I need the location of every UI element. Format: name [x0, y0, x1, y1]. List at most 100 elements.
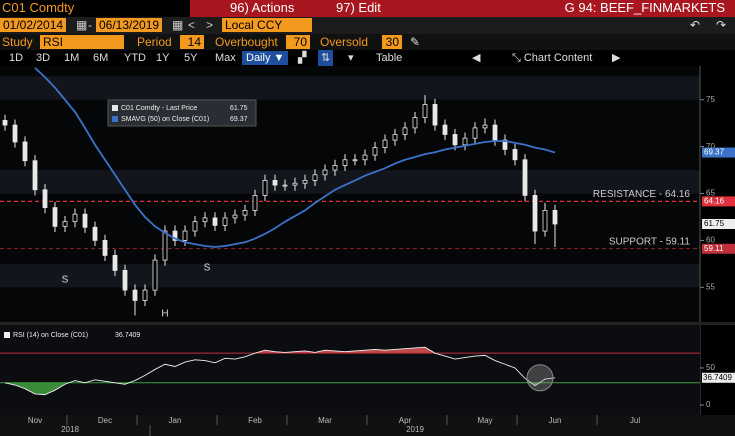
study[interactable]: RSI — [40, 35, 124, 49]
candle-body — [192, 221, 198, 232]
legend-swatch — [4, 332, 10, 338]
period-button[interactable]: 1Y — [156, 52, 170, 64]
period-button[interactable]: YTD — [124, 52, 146, 64]
period-button[interactable]: 1D — [9, 52, 24, 64]
frequency-label: Daily — [246, 52, 271, 64]
collapse[interactable]: ◀ — [472, 52, 481, 64]
candle-body — [372, 147, 378, 156]
candle-body — [252, 195, 258, 211]
undo[interactable]: ↶ — [690, 18, 701, 32]
x-tick-label: May — [477, 416, 492, 425]
candle-body — [2, 119, 8, 126]
x-tick-label: Jun — [549, 416, 562, 425]
period-button[interactable]: 6M — [93, 52, 109, 64]
candle-body — [332, 164, 338, 171]
dropdown[interactable]: ▾ — [348, 52, 354, 64]
y-tick-label: 60 — [706, 236, 715, 245]
start-date[interactable]: 01/02/2014 — [0, 18, 67, 32]
level-label: RESISTANCE - 64.16 — [593, 189, 691, 200]
candle-body — [362, 154, 368, 161]
frequency[interactable]: Daily ▼ — [242, 51, 289, 65]
period-label: Period — [137, 35, 172, 49]
candle-body — [322, 169, 328, 176]
candle-body — [122, 270, 128, 291]
calendar-icon[interactable]: ▦ — [172, 18, 184, 32]
candle-body — [72, 213, 78, 223]
candle-body — [222, 217, 228, 226]
candle-body — [462, 137, 468, 146]
candle-body — [112, 255, 118, 271]
oversold-label: Oversold — [320, 35, 369, 49]
prev-button[interactable]: < — [188, 18, 196, 32]
page-id: G 94: BEEF_FINMARKETS — [564, 0, 725, 15]
edit-menu[interactable]: 97) Edit — [336, 0, 381, 15]
bar-icon[interactable]: ⇅ — [318, 50, 334, 66]
candle-body — [22, 141, 28, 162]
axis-box — [702, 219, 735, 230]
chart-icon[interactable]: ▞ — [298, 52, 307, 64]
legend-label: RSI (14) on Close (C01) — [13, 332, 88, 339]
date-row — [0, 17, 735, 34]
candle-body — [302, 180, 308, 184]
candle-body — [42, 189, 48, 208]
candle-body — [492, 124, 498, 141]
axis-box — [702, 372, 735, 383]
dash: - — [88, 18, 92, 32]
axis-box-label: 36.7409 — [703, 373, 732, 382]
menu-bar — [190, 0, 735, 17]
x-tick-label: Jan — [169, 416, 182, 425]
x-tick-label: Nov — [28, 416, 42, 425]
axis-box — [702, 243, 735, 254]
candle-body — [242, 210, 248, 216]
oversold[interactable]: 30 — [382, 35, 402, 49]
x-group-label: 2019 — [406, 425, 424, 434]
legend-swatch — [112, 116, 118, 122]
y-tick-label: 55 — [706, 282, 715, 291]
candle-body — [412, 117, 418, 129]
overbought-fill — [5, 347, 555, 354]
candle-body — [162, 230, 168, 261]
candle-body — [232, 214, 238, 219]
redo[interactable]: ↷ — [716, 18, 727, 32]
currency[interactable]: Local CCY — [222, 18, 312, 32]
legend-swatch — [112, 105, 118, 111]
calendar-icon[interactable]: ▦ — [76, 18, 88, 32]
candle-body — [542, 210, 548, 232]
next-button[interactable]: > — [206, 18, 214, 32]
candle-body — [132, 289, 138, 301]
candle-body — [422, 104, 428, 118]
period-button[interactable]: Max — [215, 52, 236, 64]
candle-body — [32, 160, 38, 191]
x-tick-label: Jul — [630, 416, 640, 425]
y-tick-label: 0 — [706, 400, 711, 409]
sma-line — [34, 67, 556, 248]
table-button[interactable]: Table — [376, 52, 403, 64]
candle-body — [272, 180, 278, 186]
candle-body — [502, 139, 508, 150]
legend-label: C01 Comdty - Last Price — [121, 105, 197, 112]
chart-content[interactable]: ⤡ Chart Content — [512, 52, 593, 64]
period-button[interactable]: 1M — [64, 52, 80, 64]
candle-body — [102, 240, 108, 256]
pattern-label: S — [62, 275, 69, 286]
candle-body — [62, 221, 68, 227]
period-button[interactable]: 3D — [36, 52, 51, 64]
period[interactable]: 14 — [180, 35, 204, 49]
candle-body — [142, 289, 148, 301]
x-tick-label: Feb — [248, 416, 262, 425]
period-button[interactable]: 5Y — [184, 52, 198, 64]
highlight — [526, 364, 554, 392]
legend-bg — [107, 99, 257, 127]
y-tick-label: 50 — [706, 363, 715, 372]
overbought[interactable]: 70 — [286, 35, 310, 49]
axis-box-label: 61.75 — [704, 219, 725, 228]
candle-body — [92, 226, 98, 241]
axis-box — [702, 196, 735, 207]
candle-body — [552, 210, 558, 225]
edit-icon[interactable]: ✎ — [410, 35, 421, 49]
actions-menu[interactable]: 96) Actions — [230, 0, 295, 15]
legend-value: 36.7409 — [115, 332, 140, 339]
end-date[interactable]: 06/13/2019 — [96, 18, 163, 32]
axis-box-label: 64.16 — [704, 197, 725, 206]
expand[interactable]: ▶ — [612, 52, 621, 64]
